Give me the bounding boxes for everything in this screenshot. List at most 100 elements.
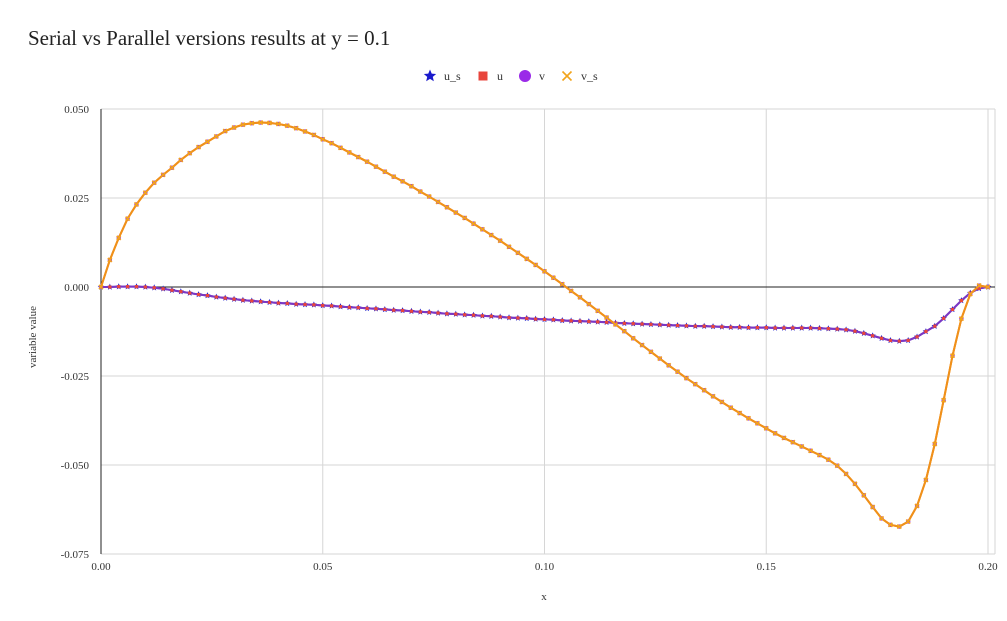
data-point	[275, 121, 281, 127]
data-point	[977, 286, 981, 291]
data-point	[293, 125, 299, 131]
data-point	[312, 303, 316, 307]
data-point	[862, 331, 866, 335]
data-point	[365, 306, 369, 310]
data-point	[684, 324, 689, 328]
data-point	[330, 304, 334, 308]
data-point	[639, 342, 645, 348]
data-point	[621, 328, 627, 334]
data-point	[915, 335, 919, 339]
grid	[101, 108, 996, 555]
data-point	[311, 132, 317, 138]
data-point	[754, 420, 760, 426]
legend-marker	[561, 70, 573, 82]
data-point	[222, 128, 228, 134]
data-point	[834, 463, 840, 469]
data-point	[835, 327, 839, 331]
data-point	[133, 201, 140, 207]
y-tick-label: -0.050	[61, 460, 90, 472]
data-point	[782, 326, 786, 330]
data-point	[391, 174, 397, 180]
data-point	[896, 524, 902, 530]
data-point	[489, 314, 493, 318]
data-point	[888, 338, 893, 342]
data-point	[126, 285, 130, 289]
data-point	[879, 336, 884, 340]
data-point	[249, 120, 255, 126]
data-point	[949, 353, 956, 359]
data-point	[241, 298, 245, 302]
data-point	[870, 504, 876, 510]
data-point	[187, 150, 193, 156]
data-point	[108, 285, 112, 289]
legend-item-v: v	[519, 69, 545, 83]
legend-label: v	[539, 69, 545, 83]
data-point	[347, 305, 351, 309]
data-point	[392, 308, 396, 312]
data-point	[337, 145, 344, 151]
data-point	[259, 299, 263, 304]
data-point	[463, 313, 467, 317]
data-point	[683, 375, 689, 381]
data-point	[559, 281, 565, 287]
legend-label: v_s	[581, 69, 598, 83]
data-point	[630, 335, 636, 341]
data-point	[204, 139, 211, 145]
data-point	[551, 318, 555, 322]
data-point	[346, 149, 352, 155]
data-point	[950, 307, 955, 312]
data-point	[107, 257, 113, 263]
data-point	[223, 296, 227, 300]
data-point	[853, 329, 857, 333]
data-point	[933, 324, 937, 328]
legend-item-u-s: u_s	[423, 69, 461, 83]
data-point	[160, 172, 166, 178]
data-point	[179, 290, 183, 294]
data-point	[844, 328, 848, 332]
data-point	[98, 284, 104, 290]
data-point	[924, 329, 928, 334]
data-point	[143, 285, 147, 289]
data-point	[541, 268, 548, 274]
y-tick-label: 0.025	[64, 193, 89, 205]
data-point	[497, 238, 503, 244]
data-point	[542, 317, 547, 321]
data-point	[454, 312, 458, 316]
data-point	[755, 325, 759, 330]
data-point	[409, 309, 414, 313]
data-point	[595, 308, 601, 314]
data-point	[400, 178, 406, 184]
data-point	[231, 124, 237, 131]
y-tick-label: -0.075	[61, 549, 90, 561]
data-point	[383, 307, 387, 312]
data-point	[967, 291, 973, 297]
data-point	[445, 312, 449, 316]
data-point	[773, 326, 777, 330]
data-point	[178, 157, 184, 163]
data-point	[488, 232, 494, 238]
data-point	[959, 298, 963, 303]
data-point	[861, 492, 867, 498]
data-point	[569, 319, 573, 323]
y-tick-label: 0.000	[64, 282, 89, 294]
legend-item-u: u	[478, 69, 503, 83]
x-tick-label: 0.15	[757, 561, 777, 573]
data-point	[622, 321, 626, 325]
data-point	[374, 307, 378, 311]
data-point	[719, 399, 725, 405]
data-point	[826, 327, 830, 331]
data-point	[710, 393, 716, 399]
data-point	[596, 320, 600, 324]
data-point	[942, 316, 946, 320]
data-point	[674, 369, 681, 375]
data-point	[400, 308, 405, 313]
data-point	[772, 430, 778, 436]
data-point	[436, 311, 440, 315]
data-point	[232, 297, 236, 301]
legend-item-v-s: v_s	[561, 69, 598, 83]
data-point	[525, 316, 529, 320]
data-point	[471, 313, 476, 317]
data-point	[905, 519, 911, 525]
legend: u_s u v v_s	[423, 69, 598, 83]
data-point	[764, 325, 768, 330]
